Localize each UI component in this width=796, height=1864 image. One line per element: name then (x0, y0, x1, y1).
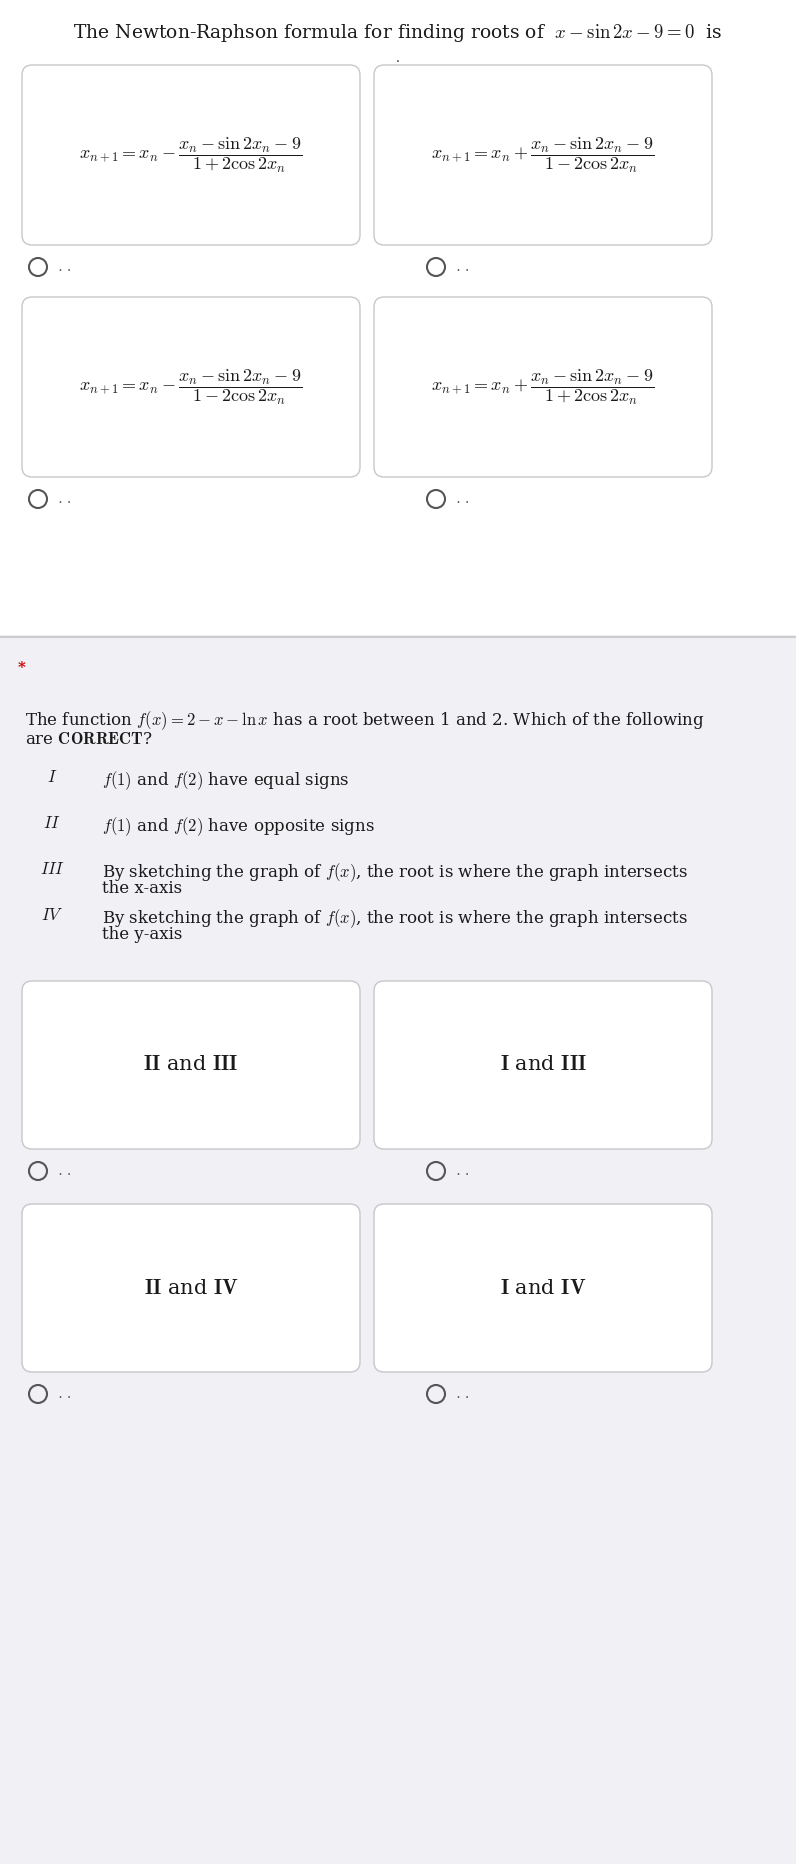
Text: the x-axis: the x-axis (102, 880, 182, 897)
Text: $\mathbf{I}$ and $\mathbf{IV}$: $\mathbf{I}$ and $\mathbf{IV}$ (500, 1279, 586, 1297)
FancyBboxPatch shape (374, 980, 712, 1148)
Text: $\mathit{IV}$: $\mathit{IV}$ (41, 908, 63, 925)
Text: $\mathit{III}$: $\mathit{III}$ (40, 861, 64, 878)
Text: $\mathbf{I}$ and $\mathbf{III}$: $\mathbf{I}$ and $\mathbf{III}$ (500, 1055, 587, 1074)
Text: . .: . . (54, 1163, 72, 1178)
FancyBboxPatch shape (0, 0, 796, 636)
Text: The Newton-Raphson formula for finding roots of  $x-\sin 2x-9=0$  is: The Newton-Raphson formula for finding r… (73, 22, 723, 45)
Text: By sketching the graph of $f(x)$, the root is where the graph intersects: By sketching the graph of $f(x)$, the ro… (102, 861, 688, 884)
FancyBboxPatch shape (0, 639, 796, 1864)
Text: $f(1)$ and $f(2)$ have opposite signs: $f(1)$ and $f(2)$ have opposite signs (102, 815, 375, 837)
Text: . .: . . (452, 492, 470, 505)
Text: the y-axis: the y-axis (102, 926, 182, 943)
FancyBboxPatch shape (22, 65, 360, 244)
Text: *: * (18, 662, 26, 675)
Text: . .: . . (452, 259, 470, 274)
FancyBboxPatch shape (22, 296, 360, 477)
Text: $\mathit{II}$: $\mathit{II}$ (43, 815, 60, 831)
Text: . .: . . (452, 1387, 470, 1402)
FancyBboxPatch shape (22, 1204, 360, 1372)
Text: $x_{n+1} = x_n + \dfrac{x_n - \sin 2x_n - 9}{1+2\cos 2x_n}$: $x_{n+1} = x_n + \dfrac{x_n - \sin 2x_n … (431, 367, 654, 406)
Text: $\mathbf{II}$ and $\mathbf{IV}$: $\mathbf{II}$ and $\mathbf{IV}$ (144, 1279, 238, 1297)
Text: $\mathbf{II}$ and $\mathbf{III}$: $\mathbf{II}$ and $\mathbf{III}$ (143, 1055, 239, 1074)
Text: $x_{n+1} = x_n - \dfrac{x_n - \sin 2x_n - 9}{1-2\cos 2x_n}$: $x_{n+1} = x_n - \dfrac{x_n - \sin 2x_n … (80, 367, 302, 406)
Text: . .: . . (54, 492, 72, 505)
FancyBboxPatch shape (374, 296, 712, 477)
Text: The function $f(x)=2-x-\ln x$ has a root between 1 and 2. Which of the following: The function $f(x)=2-x-\ln x$ has a root… (25, 708, 704, 733)
Text: $x_{n+1} = x_n + \dfrac{x_n - \sin 2x_n - 9}{1-2\cos 2x_n}$: $x_{n+1} = x_n + \dfrac{x_n - \sin 2x_n … (431, 134, 654, 175)
Text: . .: . . (54, 1387, 72, 1402)
Text: . .: . . (452, 1163, 470, 1178)
Text: By sketching the graph of $f(x)$, the root is where the graph intersects: By sketching the graph of $f(x)$, the ro… (102, 908, 688, 930)
Text: . .: . . (54, 259, 72, 274)
Text: .: . (396, 52, 400, 65)
FancyBboxPatch shape (374, 65, 712, 244)
Text: $\mathit{I}$: $\mathit{I}$ (47, 770, 57, 787)
FancyBboxPatch shape (374, 1204, 712, 1372)
FancyBboxPatch shape (22, 980, 360, 1148)
Text: $f(1)$ and $f(2)$ have equal signs: $f(1)$ and $f(2)$ have equal signs (102, 770, 349, 792)
Text: are $\mathbf{CORRECT}$?: are $\mathbf{CORRECT}$? (25, 731, 153, 747)
Text: $x_{n+1} = x_n - \dfrac{x_n - \sin 2x_n - 9}{1+2\cos 2x_n}$: $x_{n+1} = x_n - \dfrac{x_n - \sin 2x_n … (80, 134, 302, 175)
